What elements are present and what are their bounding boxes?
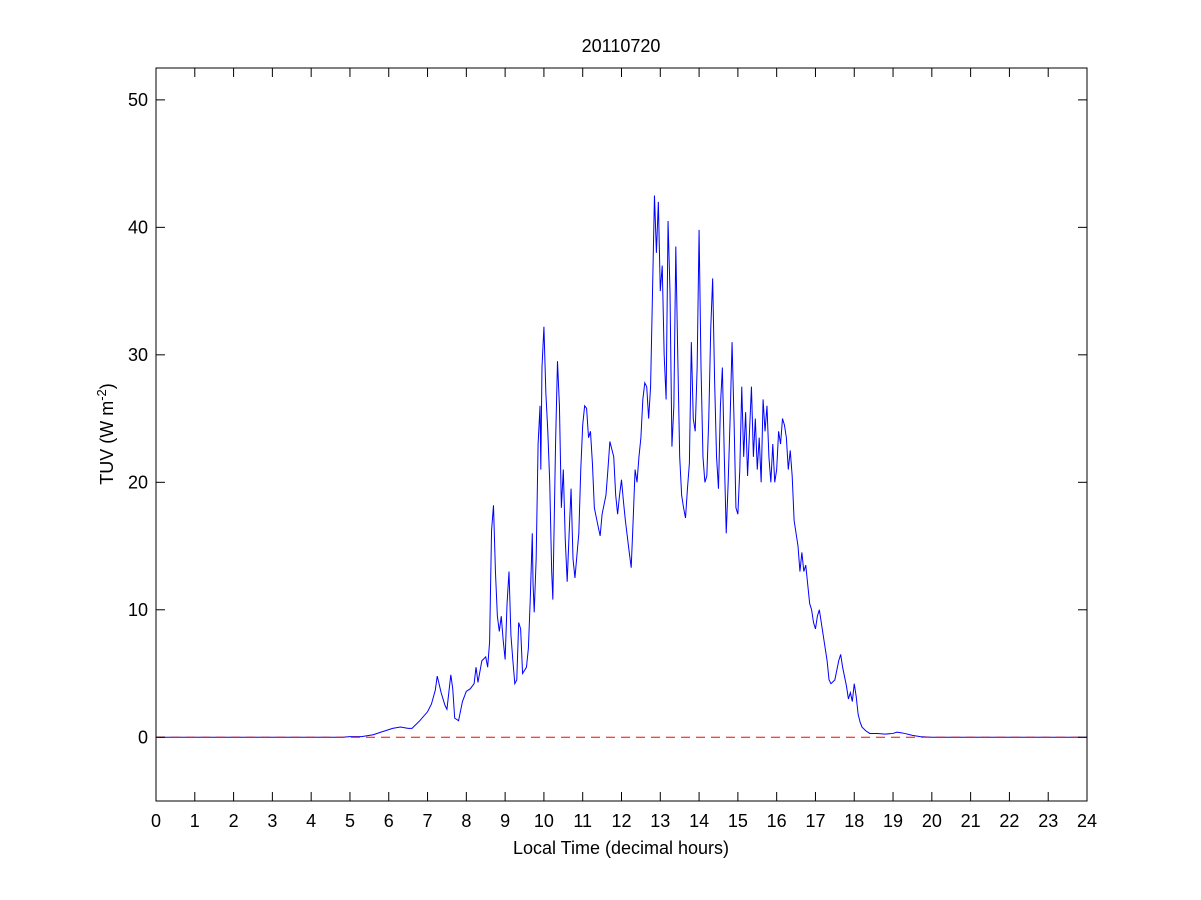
chart-title: 20110720 <box>582 36 661 56</box>
y-tick-label-30: 30 <box>128 345 148 365</box>
series-line-0 <box>156 195 1087 738</box>
x-tick-label-8: 8 <box>461 811 471 831</box>
x-axis-title: Local Time (decimal hours) <box>513 838 729 858</box>
x-tick-label-21: 21 <box>961 811 981 831</box>
x-tick-label-13: 13 <box>650 811 670 831</box>
y-tick-label-20: 20 <box>128 472 148 492</box>
series-layer <box>156 195 1087 738</box>
x-tick-label-12: 12 <box>611 811 631 831</box>
x-tick-label-18: 18 <box>844 811 864 831</box>
x-tick-label-7: 7 <box>423 811 433 831</box>
x-tick-label-16: 16 <box>767 811 787 831</box>
x-tick-label-19: 19 <box>883 811 903 831</box>
y-tick-label-10: 10 <box>128 600 148 620</box>
x-tick-label-6: 6 <box>384 811 394 831</box>
x-tick-label-1: 1 <box>190 811 200 831</box>
x-tick-label-2: 2 <box>229 811 239 831</box>
y-tick-label-50: 50 <box>128 90 148 110</box>
plot-area: 0 1 2 3 4 5 6 7 8 9 10 11 12 13 14 15 16 17 18 19 20 21 22 23 24… <box>128 67 1097 831</box>
x-tick-label-15: 15 <box>728 811 748 831</box>
x-tick-label-14: 14 <box>689 811 709 831</box>
y-tick-label-40: 40 <box>128 217 148 237</box>
y-axis-title-close: ) <box>97 383 117 389</box>
y-tick-label-0: 0 <box>138 727 148 747</box>
x-tick-label-20: 20 <box>922 811 942 831</box>
axes-box <box>155 67 1088 802</box>
x-tick-label-3: 3 <box>267 811 277 831</box>
x-tick-label-17: 17 <box>805 811 825 831</box>
y-axis-title-sup: -2 <box>94 389 109 401</box>
x-tick-label-4: 4 <box>306 811 316 831</box>
tick-layer: 0 1 2 3 4 5 6 7 8 9 10 11 12 13 14 15 16 17 18 19 20 21 22 23 24… <box>128 68 1097 831</box>
x-tick-label-0: 0 <box>151 811 161 831</box>
y-axis-title: TUV (W m-2) <box>94 383 117 485</box>
x-tick-label-23: 23 <box>1038 811 1058 831</box>
x-tick-label-24: 24 <box>1077 811 1097 831</box>
x-tick-label-22: 22 <box>999 811 1019 831</box>
y-axis-title-base: TUV (W m <box>97 401 117 485</box>
x-tick-label-11: 11 <box>573 811 592 831</box>
x-tick-label-9: 9 <box>500 811 510 831</box>
x-tick-label-5: 5 <box>345 811 355 831</box>
x-tick-label-10: 10 <box>534 811 554 831</box>
